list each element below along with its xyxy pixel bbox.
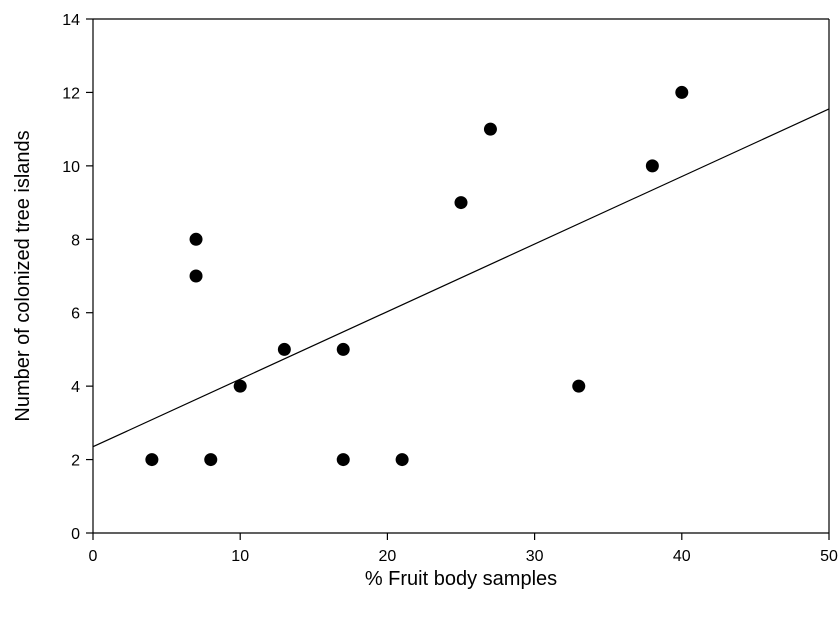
y-tick-label: 4	[71, 379, 80, 396]
data-point	[233, 379, 247, 393]
axes	[92, 18, 830, 534]
data-point	[454, 196, 468, 210]
x-tick-label: 10	[231, 548, 249, 565]
x-tick-label: 50	[820, 548, 838, 565]
data-point	[336, 342, 350, 356]
x-ticks: 0 10 20 30 40 50	[89, 533, 838, 565]
y-ticks: 0 2 4 6 8 10 12 14	[62, 12, 93, 543]
data-points	[145, 85, 689, 467]
regression-line	[92, 108, 830, 448]
data-point	[145, 453, 159, 467]
x-tick-label: 20	[379, 548, 397, 565]
data-point	[336, 453, 350, 467]
data-point	[645, 159, 659, 173]
y-tick-label: 8	[71, 232, 80, 249]
x-tick-label: 0	[89, 548, 98, 565]
x-tick-label: 30	[526, 548, 544, 565]
data-point	[572, 379, 586, 393]
data-point	[189, 269, 203, 283]
data-point	[204, 453, 218, 467]
y-tick-label: 10	[62, 159, 80, 176]
y-tick-label: 6	[71, 306, 80, 323]
data-point	[675, 85, 689, 99]
y-tick-label: 12	[62, 85, 80, 102]
data-point	[483, 122, 497, 136]
data-point	[395, 453, 409, 467]
x-axis-title: % Fruit body samples	[365, 568, 557, 590]
data-point	[277, 342, 291, 356]
y-tick-label: 14	[62, 12, 80, 29]
y-tick-label: 2	[71, 453, 80, 470]
y-axis-title: Number of colonized tree islands	[12, 130, 34, 421]
x-tick-label: 40	[673, 548, 691, 565]
data-point	[189, 232, 203, 246]
trendline-group	[92, 108, 830, 448]
y-tick-label: 0	[71, 526, 80, 543]
